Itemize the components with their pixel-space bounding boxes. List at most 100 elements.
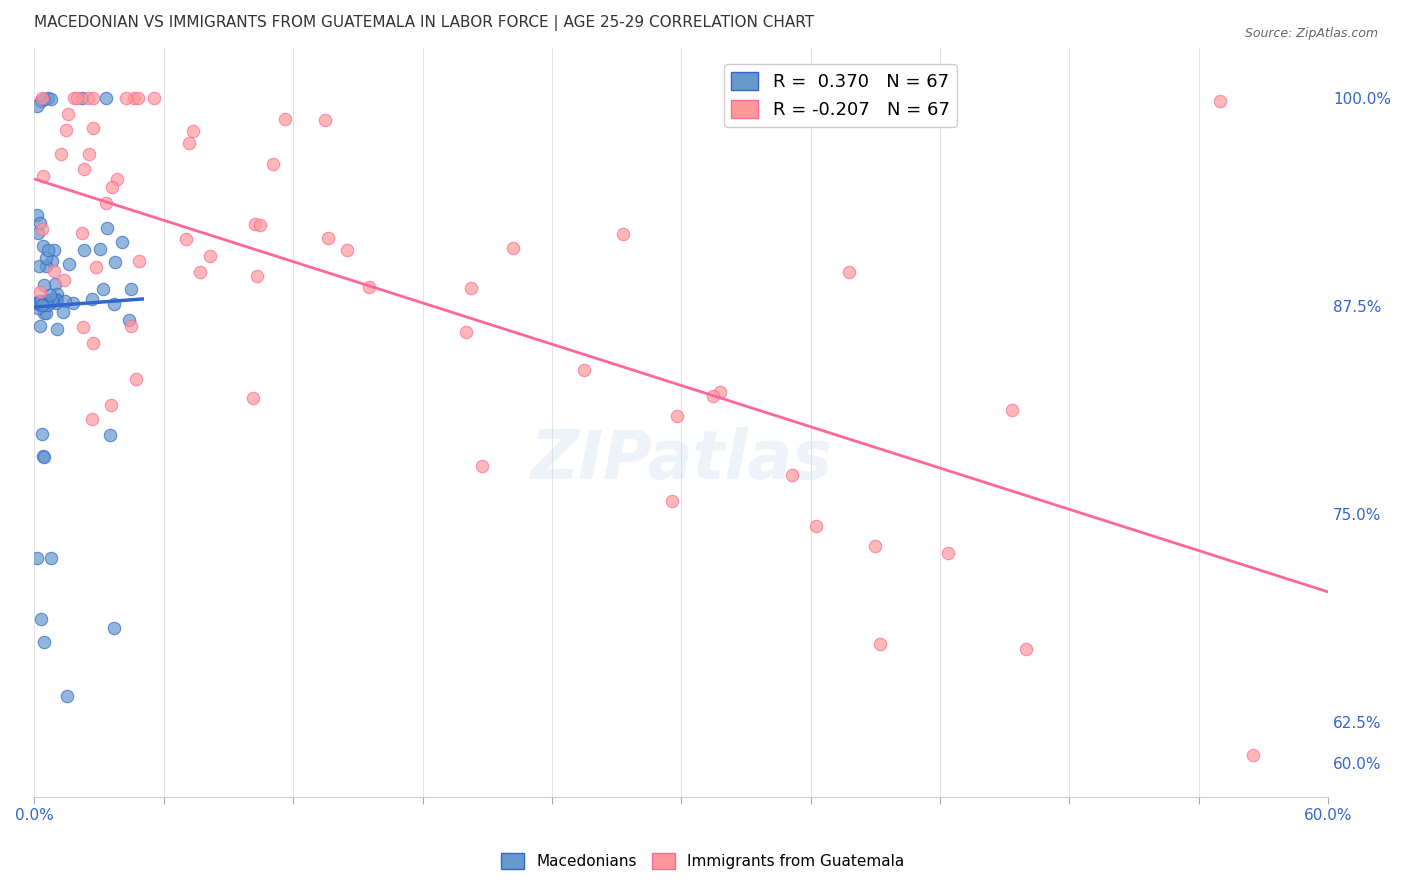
Immigrants from Guatemala <box>243 217 266 231</box>
Macedonians <box>45 286 67 301</box>
Macedonians <box>35 298 58 312</box>
Immigrants from Guatemala <box>1209 94 1232 108</box>
Immigrants from Guatemala <box>70 226 93 240</box>
Macedonians <box>41 292 63 306</box>
Macedonians <box>30 612 52 626</box>
Macedonians <box>30 216 52 230</box>
Macedonians <box>39 92 62 106</box>
Macedonians <box>32 239 55 253</box>
Immigrants from Guatemala <box>124 372 146 386</box>
Immigrants from Guatemala <box>31 169 53 183</box>
Legend: R =  0.370   N = 67, R = -0.207   N = 67: R = 0.370 N = 67, R = -0.207 N = 67 <box>724 64 957 127</box>
Macedonians <box>32 295 55 310</box>
Immigrants from Guatemala <box>63 91 86 105</box>
Immigrants from Guatemala <box>274 112 297 126</box>
Immigrants from Guatemala <box>316 231 339 245</box>
Immigrants from Guatemala <box>52 273 75 287</box>
Macedonians <box>39 288 62 302</box>
Macedonians <box>104 254 127 268</box>
Macedonians <box>28 259 51 273</box>
Macedonians <box>35 251 58 265</box>
Macedonians <box>56 689 79 703</box>
Immigrants from Guatemala <box>44 263 66 277</box>
Macedonians <box>32 296 55 310</box>
Immigrants from Guatemala <box>122 91 145 105</box>
Macedonians <box>32 92 55 106</box>
Immigrants from Guatemala <box>666 409 689 424</box>
Immigrants from Guatemala <box>127 91 149 105</box>
Immigrants from Guatemala <box>100 398 122 412</box>
Immigrants from Guatemala <box>82 121 104 136</box>
Macedonians <box>45 296 67 310</box>
Macedonians <box>31 298 53 312</box>
Macedonians <box>37 295 59 310</box>
Immigrants from Guatemala <box>176 232 198 246</box>
Immigrants from Guatemala <box>502 241 524 255</box>
Immigrants from Guatemala <box>77 147 100 161</box>
Immigrants from Guatemala <box>73 161 96 176</box>
Immigrants from Guatemala <box>28 285 51 299</box>
Immigrants from Guatemala <box>612 227 634 241</box>
Immigrants from Guatemala <box>105 171 128 186</box>
Macedonians <box>62 295 84 310</box>
Immigrants from Guatemala <box>31 222 53 236</box>
Macedonians <box>25 208 48 222</box>
Macedonians <box>35 293 58 308</box>
Immigrants from Guatemala <box>80 412 103 426</box>
Immigrants from Guatemala <box>31 91 53 105</box>
Macedonians <box>28 294 51 309</box>
Immigrants from Guatemala <box>77 91 100 105</box>
Immigrants from Guatemala <box>661 493 683 508</box>
Macedonians <box>45 293 67 308</box>
Macedonians <box>96 91 118 105</box>
Immigrants from Guatemala <box>702 389 724 403</box>
Immigrants from Guatemala <box>456 325 478 339</box>
Macedonians <box>46 322 69 336</box>
Immigrants from Guatemala <box>838 265 860 279</box>
Immigrants from Guatemala <box>1241 747 1264 762</box>
Text: Source: ZipAtlas.com: Source: ZipAtlas.com <box>1244 27 1378 40</box>
Macedonians <box>32 306 55 320</box>
Immigrants from Guatemala <box>188 264 211 278</box>
Immigrants from Guatemala <box>177 136 200 150</box>
Macedonians <box>91 282 114 296</box>
Macedonians <box>117 312 139 326</box>
Macedonians <box>31 426 53 441</box>
Legend: Macedonians, Immigrants from Guatemala: Macedonians, Immigrants from Guatemala <box>495 847 911 875</box>
Macedonians <box>73 243 96 257</box>
Immigrants from Guatemala <box>242 391 264 405</box>
Immigrants from Guatemala <box>335 244 357 258</box>
Immigrants from Guatemala <box>82 336 104 351</box>
Immigrants from Guatemala <box>55 122 77 136</box>
Immigrants from Guatemala <box>143 91 166 105</box>
Immigrants from Guatemala <box>249 218 271 232</box>
Macedonians <box>58 257 80 271</box>
Macedonians <box>34 278 56 293</box>
Macedonians <box>44 243 66 257</box>
Immigrants from Guatemala <box>709 384 731 399</box>
Immigrants from Guatemala <box>780 467 803 482</box>
Macedonians <box>27 301 49 315</box>
Macedonians <box>30 94 52 108</box>
Macedonians <box>89 242 111 256</box>
Immigrants from Guatemala <box>869 637 891 651</box>
Text: ZIPatlas: ZIPatlas <box>530 426 832 492</box>
Macedonians <box>111 235 134 249</box>
Immigrants from Guatemala <box>262 157 284 171</box>
Immigrants from Guatemala <box>1015 642 1038 657</box>
Immigrants from Guatemala <box>572 363 595 377</box>
Macedonians <box>31 296 53 310</box>
Macedonians <box>41 254 63 268</box>
Macedonians <box>27 226 49 240</box>
Immigrants from Guatemala <box>863 539 886 553</box>
Macedonians <box>32 450 55 464</box>
Macedonians <box>30 294 52 309</box>
Macedonians <box>52 305 75 319</box>
Macedonians <box>45 292 67 306</box>
Immigrants from Guatemala <box>359 280 381 294</box>
Immigrants from Guatemala <box>120 319 142 334</box>
Immigrants from Guatemala <box>128 253 150 268</box>
Macedonians <box>37 243 59 257</box>
Macedonians <box>30 318 52 333</box>
Macedonians <box>39 551 62 566</box>
